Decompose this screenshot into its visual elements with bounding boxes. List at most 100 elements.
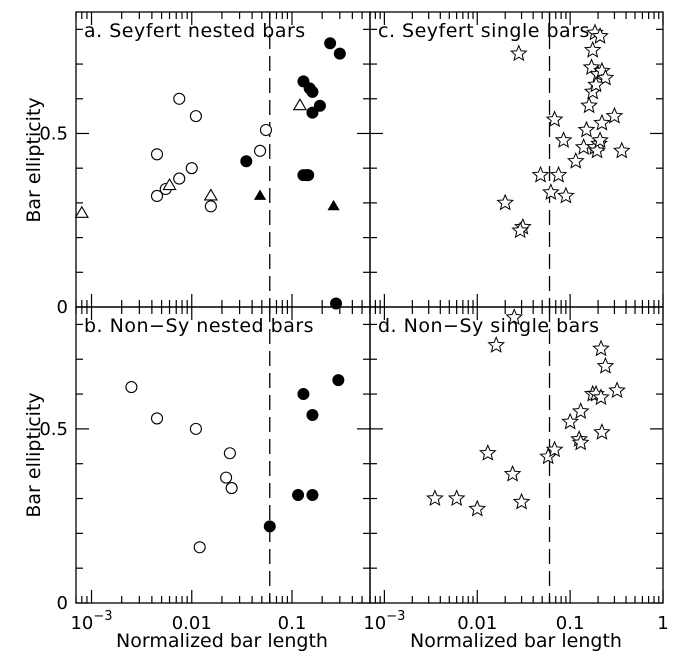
series-open-circle [125,381,238,554]
x-axis-title-left: Normalized bar length [116,630,328,652]
x-tick-label: 0.1 [556,613,585,634]
data-point-open-circle [220,471,233,484]
panel-title: c. Seyfert single bars [378,20,590,42]
y-tick-label: 0 [57,593,68,614]
series-filled-triangle [253,189,340,211]
data-point-open-star [580,96,598,114]
series-open-star [496,23,631,239]
panels-group: a. Seyfert nested bars 0 0.5 c. Seyfert sin… [39,11,669,634]
panel-title: d. Non−Sy single bars [378,315,600,337]
data-point-open-star [582,58,601,76]
panel-b: b. Non−Sy nested bars 0 0.5 10−3 0.01 0.1 [39,297,371,634]
data-point-open-star [571,402,590,419]
data-point-open-star [577,120,596,138]
x-tick-label: 0.01 [457,613,497,634]
data-point-open-star [426,489,444,507]
data-point-filled-circle [332,374,345,387]
data-point-open-star [591,131,609,148]
panel-title: b. Non−Sy nested bars [84,315,314,337]
data-point-open-star [592,388,610,406]
panel-a: a. Seyfert nested bars 0 0.5 [39,11,371,318]
x-tick-label: 0.1 [278,613,307,634]
data-point-open-triangle [162,177,177,191]
series-filled-circle [240,37,346,182]
data-point-filled-circle [306,489,319,502]
data-point-open-star [503,464,522,482]
data-point-open-star [588,141,606,159]
y-tick-label: 0.5 [39,419,68,440]
data-point-filled-circle [313,99,326,112]
data-point-open-star [549,165,568,183]
series-filled-circle [263,297,345,533]
data-point-open-star [545,110,564,128]
data-point-open-star [596,68,615,86]
plot-frame [75,306,371,604]
data-point-open-star [511,221,530,239]
data-point-filled-triangle [327,199,340,211]
panel-c: c. Seyfert single bars [369,11,664,308]
data-point-filled-circle [297,388,310,401]
data-point-open-circle [185,162,198,175]
data-point-filled-circle [306,408,319,421]
data-point-open-triangle [292,98,308,111]
data-point-open-star [531,165,550,183]
data-point-filled-circle [263,520,276,533]
data-point-open-triangle [203,188,218,201]
data-point-open-circle [189,422,202,435]
x-tick-label: 0.01 [172,613,212,634]
data-point-open-star [512,492,531,510]
data-point-filled-circle [240,155,253,168]
x-tick-label: 10−3 [363,609,405,634]
data-point-filled-triangle [253,189,267,200]
data-point-open-circle [125,381,138,394]
data-point-open-star [487,336,506,353]
data-point-open-star [505,308,524,325]
data-point-open-circle [204,200,217,213]
y-tick-label: 0 [57,297,68,318]
data-point-open-circle [150,189,164,202]
data-point-open-star [571,433,590,451]
data-point-open-star [605,106,624,124]
data-point-open-star [608,381,626,399]
data-point-open-star [545,440,564,458]
data-point-open-star [583,40,602,58]
data-point-filled-circle [330,297,343,310]
data-point-open-star [542,183,560,200]
series-open-circle [150,92,273,213]
data-point-open-circle [173,92,186,105]
data-point-filled-circle [333,47,346,60]
data-point-open-circle [150,412,164,425]
data-point-open-star [593,113,611,131]
series-open-triangle [74,98,308,218]
y-axis-title-top: Bar ellipticity [23,97,45,222]
data-point-open-star [561,412,579,430]
x-tick-label: 1 [657,613,668,634]
data-point-open-star [509,44,528,62]
data-point-filled-circle [292,489,305,502]
data-point-open-star [587,75,605,93]
plot-frame [369,306,664,604]
data-point-open-triangle [74,205,89,218]
data-point-open-star [591,26,609,44]
data-point-open-star [468,499,487,517]
data-point-open-circle [225,482,238,495]
data-point-filled-circle [306,106,319,119]
data-point-open-star [596,356,615,374]
data-point-open-circle [259,123,273,137]
data-point-open-star [447,489,466,507]
data-point-open-star [593,423,611,440]
plot-frame [75,11,371,308]
data-point-open-star [557,186,575,204]
data-point-filled-circle [300,169,313,182]
data-point-open-star [592,339,610,357]
data-point-open-star [612,141,631,159]
data-point-open-star [554,131,573,148]
data-point-open-circle [253,144,267,157]
x-tick-label: 10−3 [70,609,112,634]
x-axis-title-right: Normalized bar length [410,630,622,652]
data-point-open-circle [193,541,206,554]
series-open-star [426,308,626,517]
data-point-filled-circle [306,85,319,98]
data-point-open-circle [189,110,202,123]
